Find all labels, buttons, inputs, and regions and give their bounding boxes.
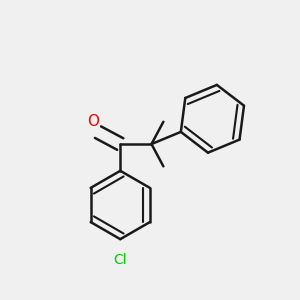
- Text: Cl: Cl: [113, 253, 127, 266]
- Text: O: O: [88, 114, 100, 129]
